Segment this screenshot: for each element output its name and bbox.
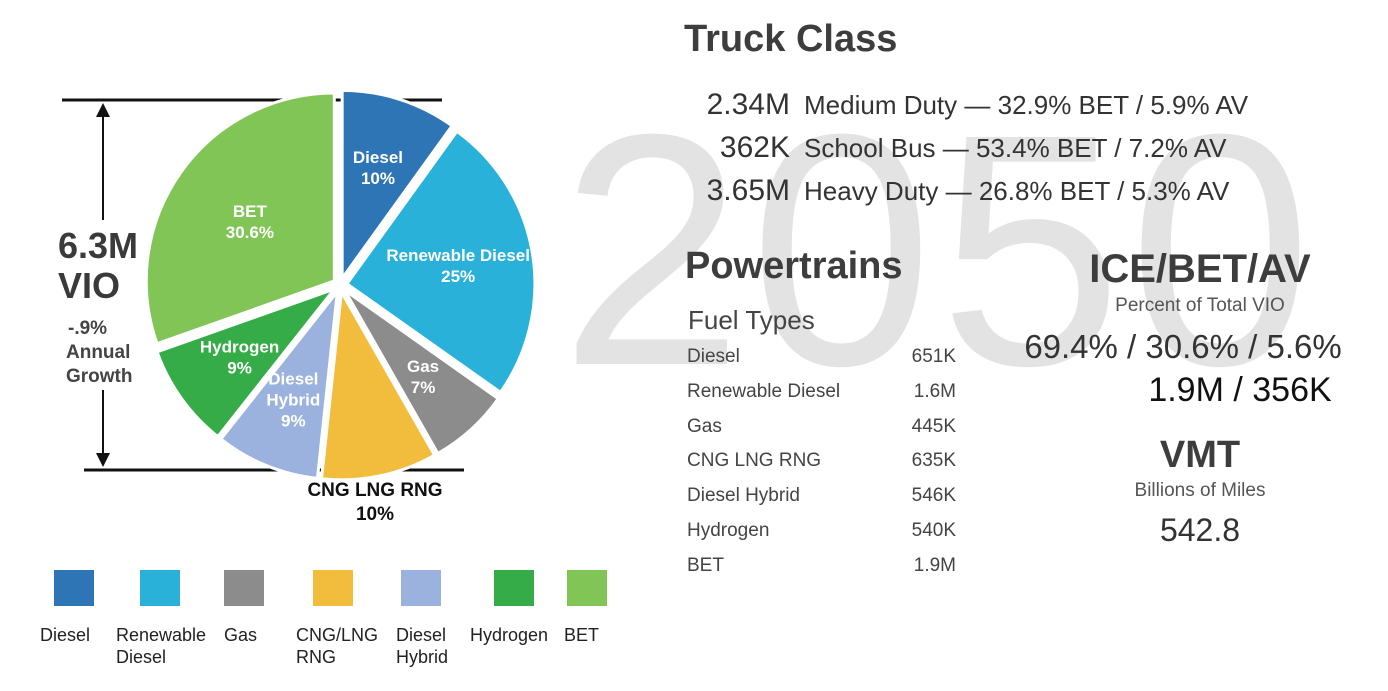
pie-slice-hydrogen <box>155 285 339 439</box>
fuel-type-value-hydrogen: 540K <box>911 520 956 541</box>
fuel-type-value-diesel: 651K <box>911 346 956 367</box>
ice-bet-av-percents: 69.4% / 30.6% / 5.6% <box>1024 328 1342 365</box>
legend-label-hydrogen: Hydrogen <box>470 625 549 645</box>
legend-swatch-hydrogen <box>494 570 534 606</box>
legend-swatch-diesel <box>54 570 94 606</box>
truck-class-count-medium: 2.34M <box>706 88 790 121</box>
legend-swatch-diesel-hybrid <box>401 570 441 606</box>
truck-class-desc-medium: Medium Duty — 32.9% BET / 5.9% AV <box>804 90 1249 120</box>
pie-label-gas-percent: 7% <box>411 378 436 397</box>
legend-swatch-gas <box>224 570 264 606</box>
fuel-types-subtitle: Fuel Types <box>688 305 815 335</box>
truck-class-desc-school-bus: School Bus — 53.4% BET / 7.2% AV <box>804 133 1227 163</box>
vio-growth-value: -.9% <box>68 318 108 339</box>
fuel-type-name-diesel-hybrid: Diesel Hybrid <box>687 485 800 506</box>
fuel-type-name-bet: BET <box>687 555 724 576</box>
vmt-subtitle: Billions of Miles <box>1134 480 1266 501</box>
pie-label-diesel-hybrid-name: Hybrid <box>266 390 320 409</box>
pie-label-renewable-diesel-percent: 25% <box>441 267 475 286</box>
pie-label-bet-name: BET <box>233 202 268 221</box>
bracket-arrow-down <box>96 453 110 467</box>
legend-label-diesel-hybrid: Diesel Hybrid <box>396 625 449 667</box>
fuel-type-value-bet: 1.9M <box>913 555 956 576</box>
fuel-type-pie-chart: Diesel 10% Renewable Diesel 25% Gas 7% Diesel H… <box>62 88 537 482</box>
fuel-type-value-diesel-hybrid: 546K <box>911 485 956 506</box>
pie-label-diesel-hybrid-name: Diesel <box>268 369 318 388</box>
vio-growth-label-1: Annual <box>66 342 131 363</box>
truck-class-desc-heavy: Heavy Duty — 26.8% BET / 5.3% AV <box>804 176 1230 206</box>
pie-label-diesel-percent: 10% <box>361 169 395 188</box>
vio-value: 6.3M <box>58 225 139 266</box>
cng-slice-label: CNG LNG RNG <box>307 480 443 501</box>
powertrains-title: Powertrains <box>685 245 903 287</box>
pie-slice-gas <box>343 288 501 456</box>
pie-label-bet-percent: 30.6% <box>226 223 274 242</box>
truck-class-count-school-bus: 362K <box>719 131 790 164</box>
vmt-value: 542.8 <box>1159 512 1241 548</box>
fuel-type-name-cng: CNG LNG RNG <box>687 450 822 471</box>
pie-label-renewable-diesel-name: Renewable Diesel <box>386 246 530 265</box>
pie-label-hydrogen-name: Hydrogen <box>200 337 279 356</box>
pie-label-diesel-hybrid-percent: 9% <box>281 411 306 430</box>
legend-swatch-renewable-diesel <box>140 570 180 606</box>
pie-slice-bet <box>144 91 336 346</box>
fuel-type-value-renewable-diesel: 1.6M <box>913 381 956 402</box>
bracket-arrow-up <box>96 103 110 117</box>
pie-slice-diesel <box>340 88 455 283</box>
legend-label-cng: CNG/LNG RNG <box>296 625 379 667</box>
truck-class-title: Truck Class <box>684 18 898 60</box>
fuel-type-name-hydrogen: Hydrogen <box>687 520 770 541</box>
legend-swatch-cng <box>313 570 353 606</box>
fuel-type-value-gas: 445K <box>911 416 956 437</box>
fuel-type-name-gas: Gas <box>687 416 722 437</box>
pie-slice-renewable-diesel <box>344 129 537 395</box>
vio-label: VIO <box>58 265 121 306</box>
vmt-title: VMT <box>1159 434 1241 476</box>
fuel-type-name-diesel: Diesel <box>687 346 740 367</box>
cng-slice-percent: 10% <box>355 504 395 525</box>
vio-growth-label-2: Growth <box>66 366 133 387</box>
fuel-type-name-renewable-diesel: Renewable Diesel <box>687 381 841 402</box>
ice-bet-av-title: ICE/BET/AV <box>1089 247 1311 291</box>
pie-label-diesel-name: Diesel <box>353 148 403 167</box>
pie-label-hydrogen-percent: 9% <box>227 358 252 377</box>
truck-class-count-heavy: 3.65M <box>706 174 790 207</box>
year-watermark: 2050 <box>560 65 1319 434</box>
legend-label-diesel: Diesel <box>40 625 91 645</box>
legend-label-gas: Gas <box>224 625 258 645</box>
legend-label-renewable-diesel: Renewable Diesel <box>116 625 207 667</box>
fuel-type-value-cng: 635K <box>911 450 956 471</box>
pie-label-gas-name: Gas <box>407 357 439 376</box>
legend-label-bet: BET <box>564 625 600 645</box>
pie-slice-diesel-hybrid <box>218 286 340 481</box>
pie-slice-cng-lng-rng <box>319 287 437 482</box>
ice-bet-av-subtitle: Percent of Total VIO <box>1115 295 1285 316</box>
ice-bet-av-counts: 1.9M / 356K <box>1148 371 1332 409</box>
legend-swatch-bet <box>567 570 607 606</box>
